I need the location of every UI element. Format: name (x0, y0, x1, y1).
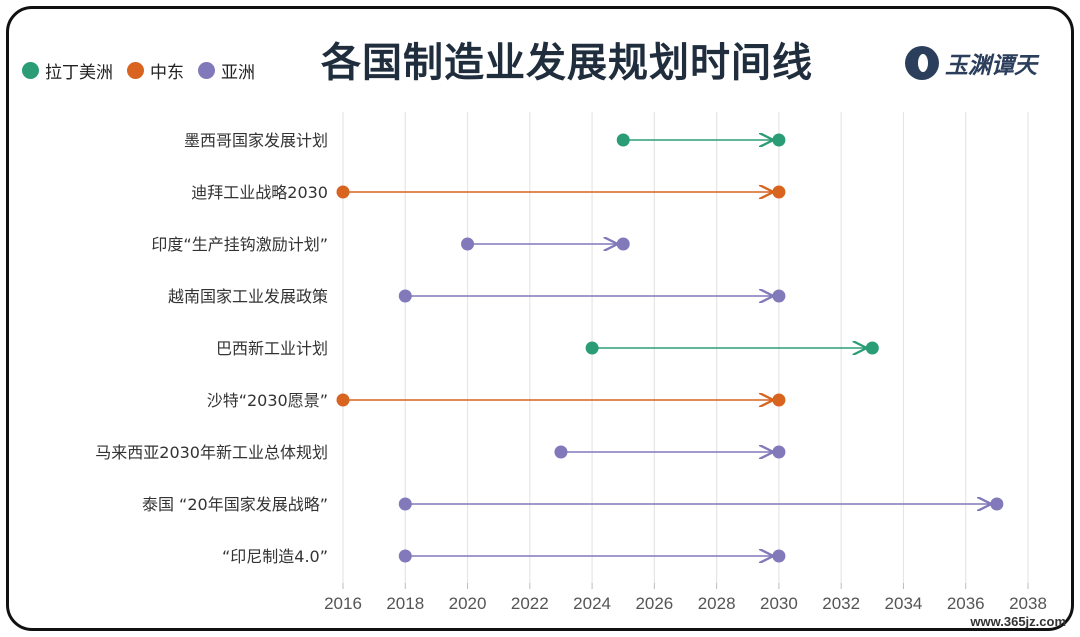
x-tick-label-2024: 2024 (573, 594, 611, 613)
watermark: www.365jz.com (970, 614, 1066, 629)
category-label-8: “印尼制造4.0” (222, 547, 328, 566)
end-point-1 (772, 185, 786, 199)
legend-dot-asia (198, 62, 215, 79)
start-point-6 (554, 445, 568, 459)
legend-label-asia: 亚洲 (221, 63, 255, 83)
x-tick-label-2038: 2038 (1009, 594, 1047, 613)
start-point-2 (461, 237, 475, 251)
logo-text: 玉渊谭天 (945, 52, 1037, 79)
legend-item-latin-america: 拉丁美洲 (22, 58, 113, 83)
category-label-0: 墨西哥国家发展计划 (184, 131, 328, 150)
category-label-7: 泰国 “20年国家发展战略” (142, 495, 328, 514)
category-label-3: 越南国家工业发展政策 (168, 287, 328, 306)
x-tick-label-2016: 2016 (324, 594, 362, 613)
start-point-0 (616, 133, 630, 147)
x-tick-label-2020: 2020 (449, 594, 487, 613)
chart-frame (6, 6, 1074, 631)
legend-dot-middle-east (127, 62, 144, 79)
category-label-1: 迪拜工业战略2030 (191, 183, 328, 202)
logo-icon (905, 46, 939, 80)
end-point-8 (772, 549, 786, 563)
end-point-7 (990, 497, 1004, 511)
category-label-4: 巴西新工业计划 (216, 339, 328, 358)
x-tick-label-2030: 2030 (760, 594, 798, 613)
legend-item-asia: 亚洲 (198, 58, 255, 83)
legend: 拉丁美洲 中东 亚洲 (22, 58, 255, 83)
x-tick-label-2022: 2022 (511, 594, 549, 613)
x-tick-label-2018: 2018 (386, 594, 424, 613)
category-label-5: 沙特“2030愿景” (207, 391, 328, 410)
end-point-3 (772, 289, 786, 303)
end-point-0 (772, 133, 786, 147)
legend-dot-latin-america (22, 62, 39, 79)
legend-label-middle-east: 中东 (150, 63, 184, 83)
end-point-2 (616, 237, 630, 251)
brand-logo: 玉渊谭天 (905, 46, 1037, 80)
x-tick-label-2036: 2036 (947, 594, 985, 613)
x-tick-label-2034: 2034 (885, 594, 923, 613)
start-point-1 (336, 185, 350, 199)
legend-item-middle-east: 中东 (127, 58, 184, 83)
x-tick-label-2026: 2026 (635, 594, 673, 613)
category-label-6: 马来西亚2030年新工业总体规划 (95, 443, 328, 462)
start-point-8 (398, 549, 412, 563)
end-point-6 (772, 445, 786, 459)
end-point-5 (772, 393, 786, 407)
start-point-4 (585, 341, 599, 355)
x-tick-label-2032: 2032 (822, 594, 860, 613)
chart-title: 各国制造业发展规划时间线 (321, 40, 813, 86)
start-point-5 (336, 393, 350, 407)
x-tick-label-2028: 2028 (698, 594, 736, 613)
start-point-7 (398, 497, 412, 511)
legend-label-latin-america: 拉丁美洲 (45, 63, 113, 83)
end-point-4 (865, 341, 879, 355)
start-point-3 (398, 289, 412, 303)
category-label-2: 印度“生产挂钩激励计划” (151, 235, 328, 254)
